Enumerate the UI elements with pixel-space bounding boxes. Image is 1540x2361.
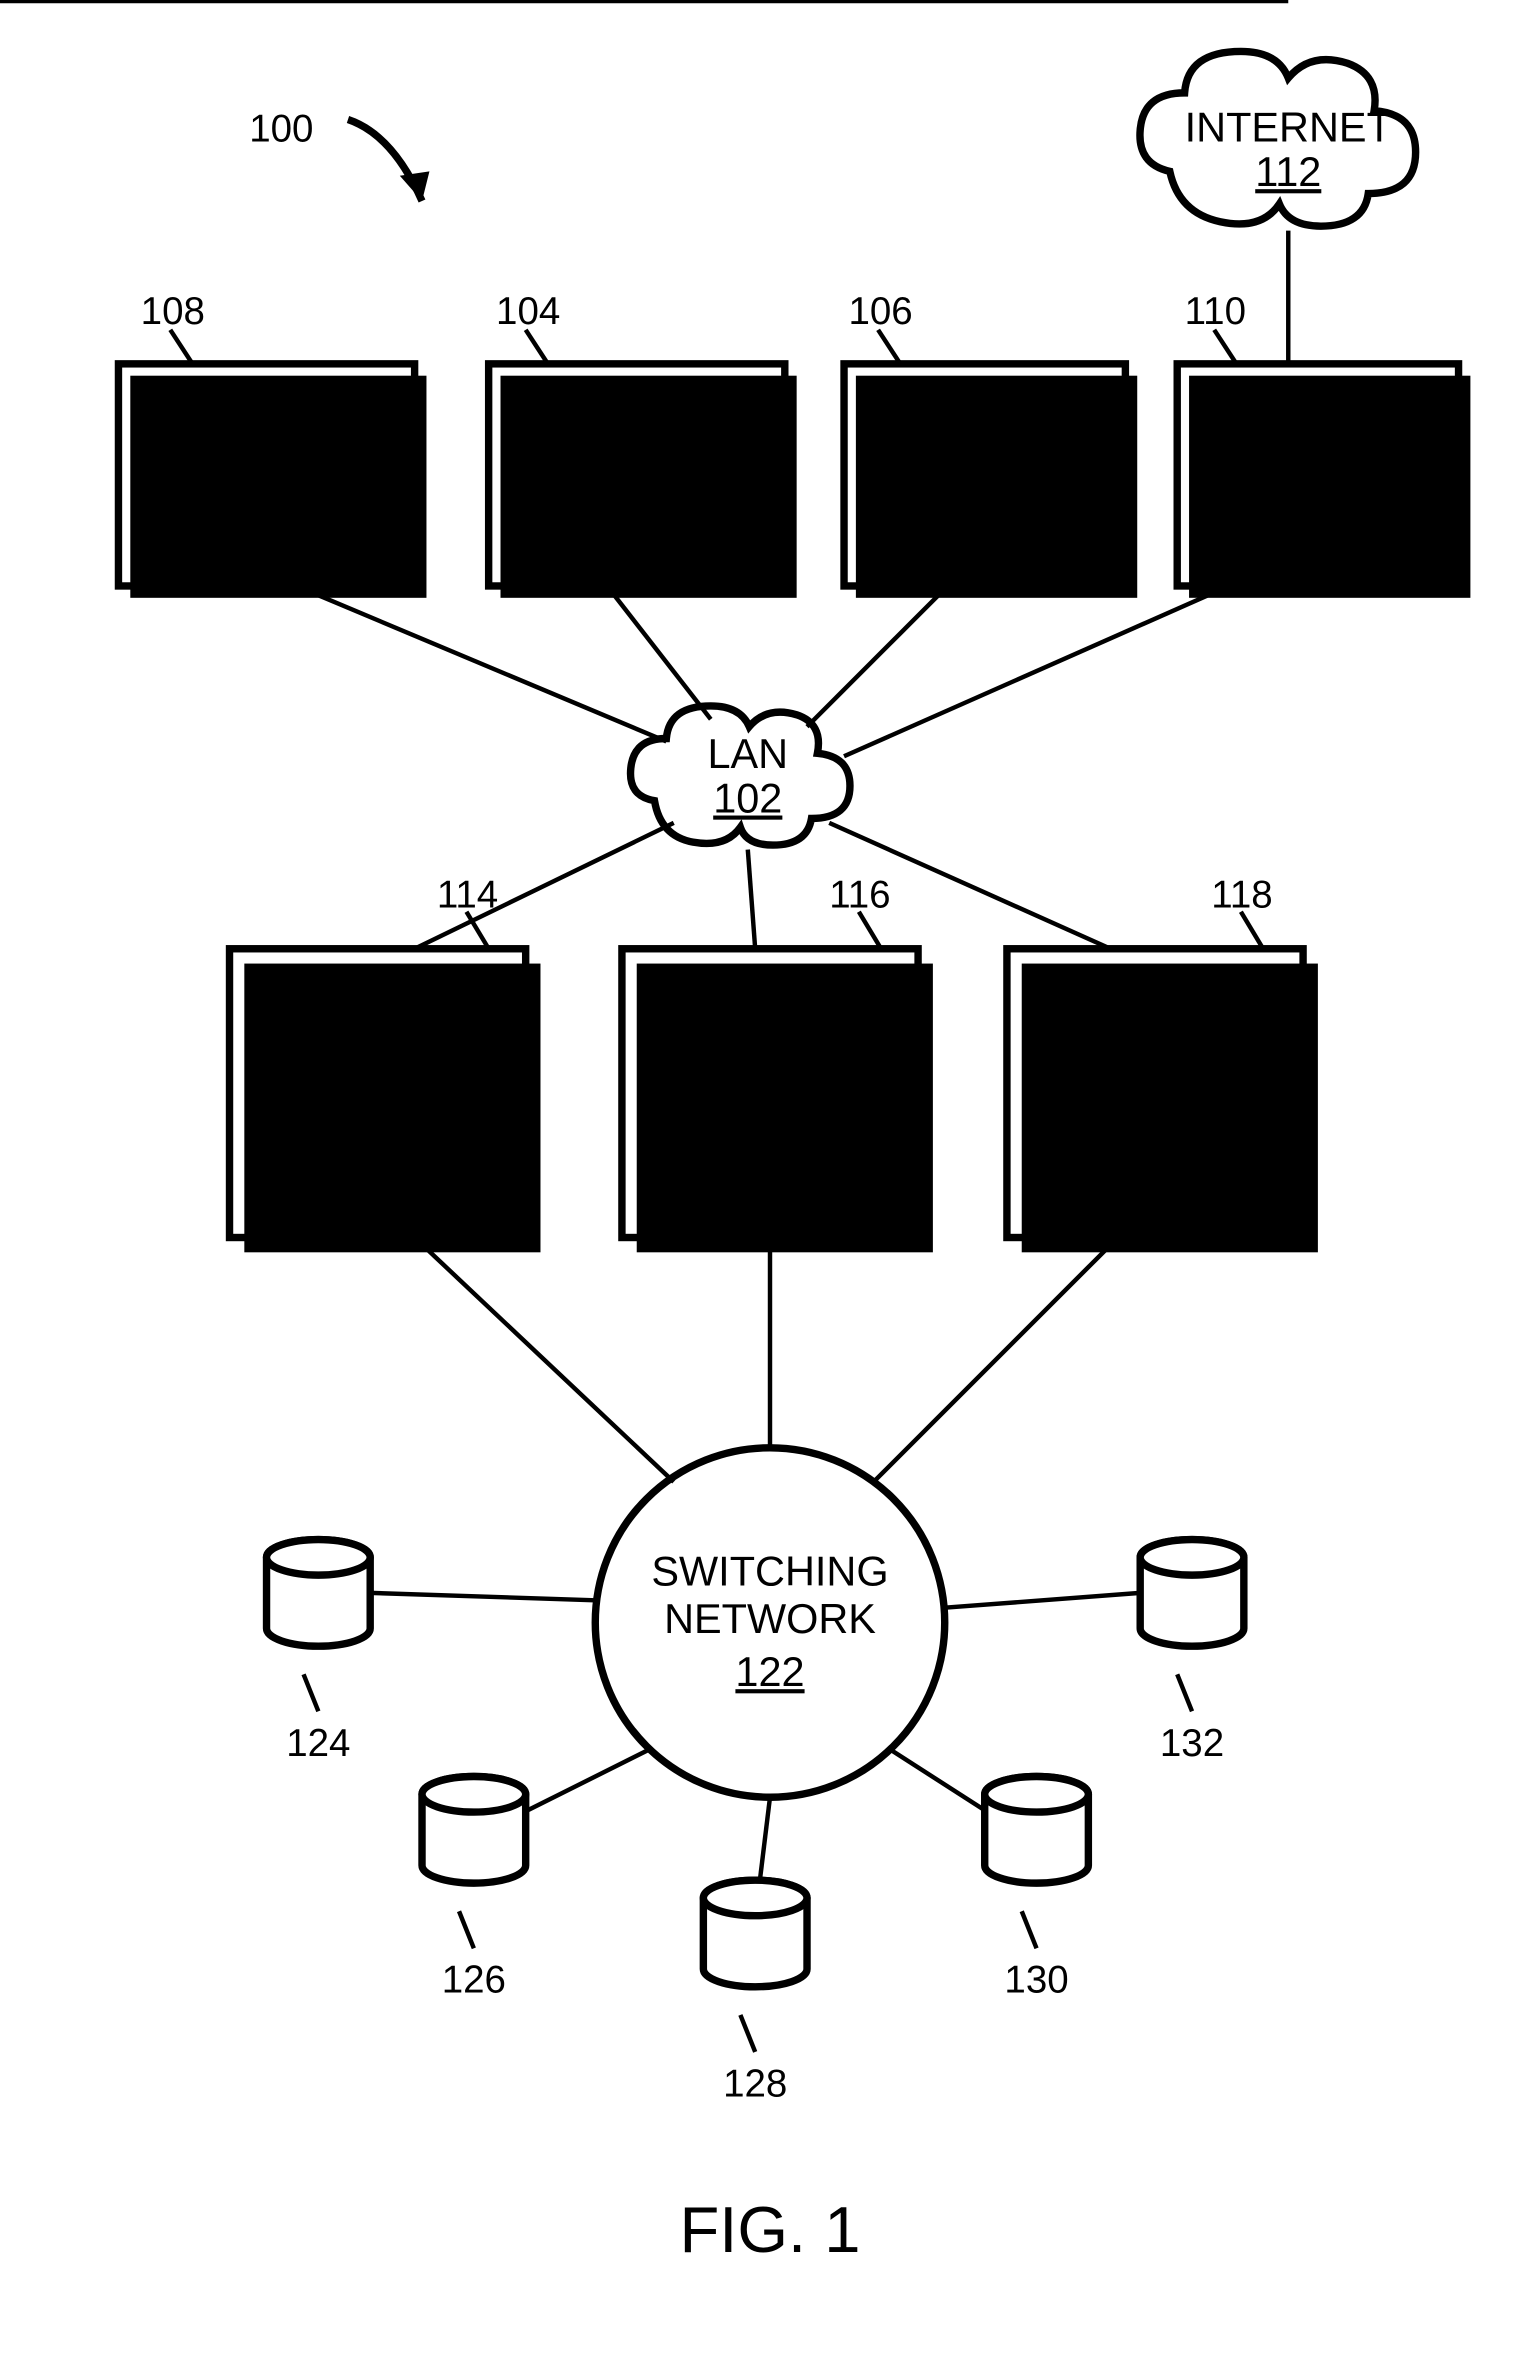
fs1-l3: 1 [366,1111,389,1158]
fs2-l1: FILE [726,1007,814,1054]
pcs-box: PCs [489,364,797,598]
lan-label: LAN [707,730,788,777]
router-ref: 110 [1185,290,1246,333]
ref-leader [859,912,881,949]
lan-ref: 102 [713,775,782,822]
edge [807,586,948,727]
edge [874,1238,1118,1482]
server-label: SERVER [900,518,1070,565]
router-box: SWITCH/ ROUTER [1177,364,1470,598]
fs1-l2: SERVER [293,1059,463,1106]
switching-network: SWITCHING NETWORK 122 [595,1448,944,1797]
disk130 [985,1777,1089,1884]
edge [748,850,755,949]
edge [518,1748,651,1815]
file-server-2: FILE SERVER 2 [622,949,933,1253]
system-ref-arrow: 100 [249,108,429,201]
router-label-1: SWITCH/ [1230,422,1405,469]
cache-ref: 108 [141,290,205,333]
edge [888,1748,992,1815]
file-server-3: FILE SERVER 3 [1007,949,1318,1253]
ref-leader [1177,1674,1192,1711]
cache-label-2: CACHE [194,474,339,521]
internet-ref: 112 [1255,148,1321,195]
edge [415,1238,674,1482]
disk124 [267,1540,371,1647]
figure-caption: FIG. 1 [680,2193,861,2266]
edge [607,586,711,719]
ref-leader [740,2015,755,2052]
ref-leader [1214,330,1236,364]
switch-ref: 122 [735,1648,804,1695]
fs3-l3: 3 [1143,1111,1166,1158]
switch-l2: NETWORK [664,1595,876,1642]
edge [296,586,666,741]
switch-l1: SWITCHING [651,1547,888,1594]
fs3-ref: 118 [1211,873,1272,916]
fs2-l3: 2 [758,1111,781,1158]
internet-label: INTERNET [1185,104,1392,151]
ref-leader [170,330,192,364]
edge [945,1593,1140,1608]
disk126-ref: 126 [442,1959,506,2002]
pcs-label: PCs [598,412,676,459]
lan-cloud: LAN 102 [631,706,850,845]
file-server-1: FILE SERVER 1 [230,949,541,1253]
edge [844,586,1229,756]
disk132 [1140,1540,1244,1647]
fs1-l1: FILE [334,1007,422,1054]
internet-cloud: INTERNET 112 [1140,51,1416,226]
ref-leader [526,330,548,364]
pcs-ref: 104 [496,290,560,333]
server-ref: 106 [848,290,912,333]
disk130-ref: 130 [1004,1959,1068,2002]
cache-label-1: NETWORK [161,422,373,469]
server-box: SERVER [844,364,1137,598]
router-label-2: ROUTER [1230,474,1405,521]
fs1-ref: 114 [437,873,498,916]
network-cache-box: NETWORK CACHE [118,364,426,598]
fs3-l2: SERVER [1070,1059,1240,1106]
disk128-ref: 128 [723,2062,787,2105]
ref-leader [878,330,900,364]
ref-leader [1241,912,1263,949]
disk128 [703,1880,807,1987]
ref-leader [1022,1911,1037,1948]
fs2-ref: 116 [829,873,890,916]
ref-leader [304,1674,319,1711]
network-diagram: 100 INTERNET 112 NETWORK CACHE 108 PCs [0,0,1540,2361]
system-ref-label: 100 [249,108,313,151]
disk126 [422,1777,526,1884]
fs2-l2: SERVER [685,1059,855,1106]
edge [370,1593,595,1600]
disk124-ref: 124 [286,1722,350,1765]
disk132-ref: 132 [1160,1722,1224,1765]
ref-leader [459,1911,474,1948]
fs3-l1: FILE [1111,1007,1199,1054]
